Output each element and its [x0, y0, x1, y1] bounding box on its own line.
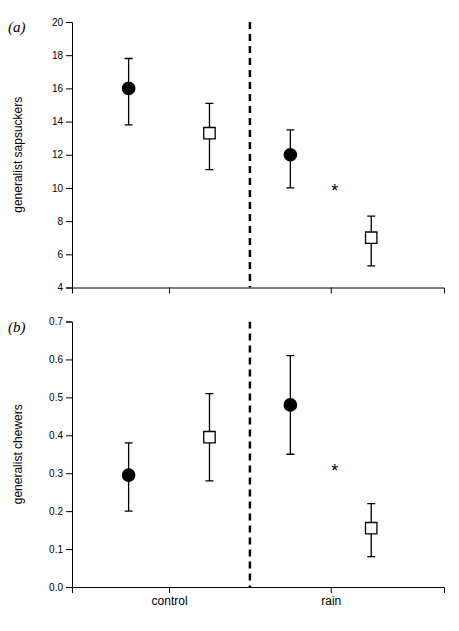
- point: [204, 127, 215, 138]
- point: [122, 469, 134, 481]
- y-tick-label: 0.7: [49, 316, 63, 327]
- y-tick: 0.4: [49, 430, 72, 441]
- y-tick-label: 0.3: [49, 468, 63, 479]
- y-axis-line: [66, 322, 73, 588]
- x-tick: control: [152, 587, 188, 608]
- x-tick: [169, 288, 170, 294]
- panel: 4 6 8 10 12 14 16 18 20 * generalist sapsuckers: [11, 17, 445, 294]
- y-tick-mark: [66, 549, 72, 550]
- y-tick-mark: [66, 221, 72, 222]
- panel-label: (a): [8, 19, 26, 36]
- y-tick-label: 16: [52, 83, 64, 94]
- y-tick: 4: [57, 282, 72, 293]
- y-tick-mark: [66, 587, 72, 588]
- y-tick-mark: [66, 322, 72, 323]
- y-tick: 0.2: [49, 506, 72, 517]
- x-axis: control rain: [73, 587, 445, 608]
- y-tick: 18: [52, 50, 72, 61]
- y-tick-label: 0.4: [49, 430, 63, 441]
- y-tick-mark: [66, 511, 72, 512]
- y-tick-mark: [66, 122, 72, 123]
- annotation: *: [331, 181, 338, 201]
- y-tick-label: 4: [57, 282, 63, 293]
- y-axis-title: generalist chewers: [11, 404, 25, 504]
- y-tick-label: 20: [52, 17, 64, 28]
- x-axis-line: [73, 288, 445, 294]
- point: [284, 149, 296, 161]
- x-axis-line: [73, 588, 445, 594]
- y-tick-label: 0.5: [49, 392, 63, 403]
- reference-line: [249, 22, 252, 288]
- y-tick: 16: [52, 83, 72, 94]
- x-tick: [331, 288, 332, 294]
- y-axis: 0.0 0.1 0.2 0.3 0.4 0.5 0.6 0.7: [49, 316, 72, 593]
- x-tick-mark: [169, 288, 170, 294]
- y-axis-line: [66, 23, 73, 289]
- point: [366, 523, 377, 534]
- y-tick: 0.3: [49, 468, 72, 479]
- y-tick-mark: [66, 88, 72, 89]
- y-tick-label: 14: [52, 116, 64, 127]
- y-tick-mark: [66, 155, 72, 156]
- y-tick-label: 10: [52, 183, 64, 194]
- plot-area: [122, 322, 376, 588]
- panel: 0.0 0.1 0.2 0.3 0.4 0.5 0.6 0.7 control rain * gene…: [11, 316, 445, 607]
- y-tick: 0.1: [49, 544, 72, 555]
- y-tick: 0.6: [49, 354, 72, 365]
- y-tick-mark: [66, 435, 72, 436]
- y-tick: 8: [57, 216, 72, 227]
- y-tick-label: 6: [57, 249, 63, 260]
- y-tick-label: 0.2: [49, 506, 63, 517]
- annotation: *: [331, 461, 338, 481]
- plot-area: [122, 22, 376, 288]
- y-tick-label: 0.6: [49, 354, 63, 365]
- y-tick-mark: [66, 397, 72, 398]
- y-tick-mark: [66, 473, 72, 474]
- y-tick-label: 8: [57, 216, 63, 227]
- y-tick: 0.0: [49, 582, 72, 593]
- point: [204, 431, 215, 442]
- y-tick: 12: [52, 149, 72, 160]
- y-tick: 6: [57, 249, 72, 260]
- chart: 4 6 8 10 12 14 16 18 20 * generalist sapsuckers (a)…: [0, 0, 459, 631]
- panel-label: (b): [8, 319, 26, 336]
- x-tick-mark: [169, 587, 170, 593]
- y-tick-label: 0.0: [49, 582, 63, 593]
- y-tick: 14: [52, 116, 72, 127]
- y-tick-label: 18: [52, 50, 64, 61]
- x-tick-label: control: [152, 594, 188, 608]
- point: [366, 232, 377, 243]
- x-tick-label: rain: [321, 594, 341, 608]
- y-axis-title: generalist sapsuckers: [11, 97, 25, 213]
- y-tick: 10: [52, 183, 72, 194]
- y-tick-label: 0.1: [49, 544, 63, 555]
- y-tick-mark: [66, 22, 72, 23]
- x-tick-mark: [331, 288, 332, 294]
- x-tick: rain: [321, 587, 341, 608]
- reference-line: [249, 322, 252, 588]
- point: [284, 399, 296, 411]
- y-tick-mark: [66, 359, 72, 360]
- y-tick: 0.5: [49, 392, 72, 403]
- x-axis: [73, 288, 445, 294]
- x-tick-mark: [331, 587, 332, 593]
- y-tick: 20: [52, 17, 72, 28]
- y-tick: 0.7: [49, 316, 72, 327]
- y-tick-mark: [66, 254, 72, 255]
- y-axis: 4 6 8 10 12 14 16 18 20: [52, 17, 73, 294]
- y-tick-mark: [66, 55, 72, 56]
- y-tick-label: 12: [52, 149, 64, 160]
- y-tick-mark: [66, 288, 72, 289]
- point: [122, 82, 134, 94]
- y-tick-mark: [66, 188, 72, 189]
